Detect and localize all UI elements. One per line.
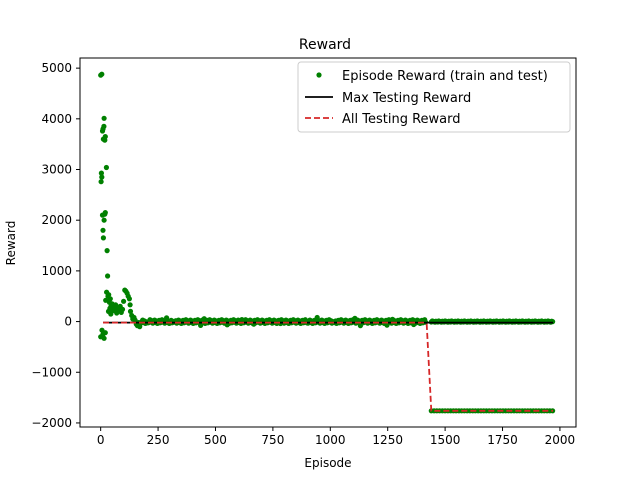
- x-axis-label: Episode: [304, 456, 351, 470]
- y-tick-label: −2000: [31, 416, 72, 430]
- ticks-layer: 0 250 500 750 1000 1250 1500 1750 2000 −2000 −1000…: [31, 61, 575, 447]
- data-point: [108, 311, 114, 317]
- x-tick-label: 500: [204, 433, 227, 447]
- y-axis-label: Reward: [4, 221, 18, 266]
- legend-label-max-testing: Max Testing Reward: [342, 91, 471, 106]
- data-point: [101, 115, 107, 121]
- episode-reward-points: [98, 71, 143, 341]
- chart-title: Reward: [299, 37, 351, 53]
- legend-label-all-testing: All Testing Reward: [342, 112, 461, 127]
- x-tick-label: 2000: [545, 433, 576, 447]
- y-tick-label: 2000: [41, 213, 72, 227]
- data-point: [104, 248, 110, 254]
- data-point: [102, 134, 108, 140]
- data-point: [137, 324, 143, 330]
- x-tick-label: 0: [97, 433, 105, 447]
- legend-marker-episode-reward: [316, 72, 322, 78]
- data-point: [127, 308, 134, 314]
- data-point: [105, 273, 111, 279]
- data-point: [102, 210, 108, 216]
- legend: Episode Reward (train and test) Max Test…: [297, 61, 571, 133]
- x-tick-label: 1250: [372, 433, 403, 447]
- series-layer: [98, 71, 556, 414]
- y-tick-label: −1000: [31, 365, 72, 379]
- y-tick-label: 4000: [41, 112, 72, 126]
- data-point: [126, 296, 132, 302]
- data-point: [99, 327, 105, 333]
- data-point: [99, 174, 105, 180]
- y-tick-label: 3000: [41, 163, 72, 177]
- data-point: [100, 227, 106, 233]
- data-point: [100, 235, 106, 241]
- y-tick-label: 5000: [41, 61, 72, 75]
- data-point: [119, 306, 126, 312]
- data-point: [103, 297, 109, 303]
- data-point: [98, 170, 104, 176]
- x-tick-label: 250: [147, 433, 170, 447]
- data-point: [101, 217, 107, 223]
- data-point: [104, 289, 110, 295]
- x-tick-label: 1750: [487, 433, 518, 447]
- data-point: [101, 123, 107, 129]
- x-tick-label: 1500: [430, 433, 461, 447]
- data-point: [107, 296, 113, 302]
- y-tick-label: 1000: [41, 264, 72, 278]
- plot-frame: [79, 57, 577, 428]
- data-point: [121, 298, 127, 304]
- data-point: [101, 335, 107, 341]
- data-point: [99, 71, 105, 77]
- data-point: [98, 179, 104, 185]
- x-tick-label: 750: [261, 433, 284, 447]
- x-tick-label: 1000: [315, 433, 346, 447]
- data-point: [103, 164, 109, 171]
- data-point: [127, 302, 133, 308]
- legend-box: [297, 61, 571, 133]
- legend-label-episode-reward: Episode Reward (train and test): [342, 69, 548, 84]
- y-tick-label: 0: [64, 315, 72, 329]
- all-testing-reward-line: [103, 321, 553, 412]
